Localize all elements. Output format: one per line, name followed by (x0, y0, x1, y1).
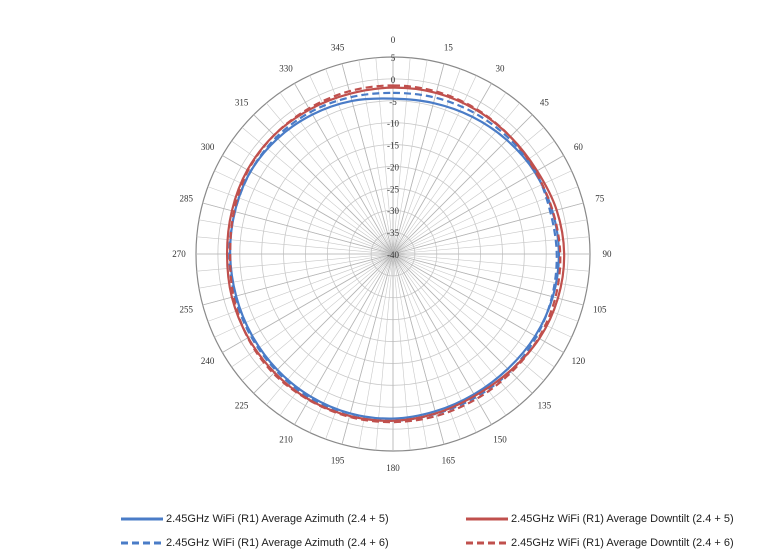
grid-spoke (392, 57, 411, 255)
legend-item-downtilt-2-4-6: 2.45GHz WiFi (R1) Average Downtilt (2.4 … (466, 537, 734, 549)
angle-tick-label: 240 (201, 356, 215, 366)
radial-tick-label: -35 (387, 228, 399, 238)
angle-tick-label: 315 (235, 98, 249, 108)
angle-tick-label: 225 (235, 400, 249, 410)
angle-tick-label: 0 (391, 35, 396, 45)
legend-swatch-downtilt-2-4-5 (466, 517, 508, 521)
angle-tick-label: 285 (180, 194, 194, 204)
angle-tick-label: 300 (201, 142, 215, 152)
radial-tick-label: -5 (389, 97, 397, 107)
radial-tick-label: 5 (391, 53, 396, 63)
grid-spoke (392, 75, 477, 255)
series-line-1 (228, 91, 558, 422)
grid-spoke (392, 236, 590, 255)
grid-spoke (392, 253, 588, 289)
grid-spoke (375, 57, 394, 255)
legend-label-azimuth-2-4-6: 2.45GHz WiFi (R1) Average Azimuth (2.4 +… (166, 537, 389, 549)
grid-spoke (358, 59, 394, 255)
angle-tick-label: 15 (444, 42, 454, 52)
grid-spoke (392, 59, 428, 255)
angle-tick-label: 165 (442, 456, 456, 466)
grid-spoke-major (392, 253, 533, 394)
legend-item-azimuth-2-4-6: 2.45GHz WiFi (R1) Average Azimuth (2.4 +… (121, 537, 389, 549)
radial-tick-label: -20 (387, 162, 399, 172)
grid-spoke-major (392, 202, 584, 255)
radial-tick-label: -10 (387, 119, 399, 129)
angle-tick-label: 255 (180, 304, 194, 314)
angle-tick-label: 60 (574, 142, 584, 152)
angle-tick-label: 180 (386, 463, 400, 473)
grid-spoke-major (392, 63, 445, 255)
grid-spoke (392, 253, 545, 381)
legend-label-downtilt-2-4-5: 2.45GHz WiFi (R1) Average Downtilt (2.4 … (511, 513, 734, 525)
angle-tick-label: 330 (279, 64, 293, 74)
series-line-3 (229, 84, 562, 424)
grid-spoke (279, 92, 394, 255)
legend-item-azimuth-2-4-5: 2.45GHz WiFi (R1) Average Azimuth (2.4 +… (121, 513, 389, 525)
grid-spoke-major (222, 253, 394, 353)
angle-tick-label: 90 (603, 249, 613, 259)
angle-tick-label: 270 (172, 249, 186, 259)
legend: 2.45GHz WiFi (R1) Average Azimuth (2.4 +… (0, 510, 783, 557)
legend-item-downtilt-2-4-5: 2.45GHz WiFi (R1) Average Downtilt (2.4 … (466, 513, 734, 525)
angle-tick-label: 30 (496, 64, 506, 74)
radial-tick-label: -40 (387, 250, 399, 260)
polar-plot: 0 15 30 45 60 75 90 105 120 135 150 165 180 195 210 225… (172, 35, 613, 473)
legend-swatch-azimuth-2-4-5 (121, 517, 163, 521)
radial-tick-label: -15 (387, 141, 399, 151)
angle-tick-label: 120 (572, 356, 586, 366)
angle-tick-label: 105 (593, 304, 607, 314)
angle-tick-label: 135 (538, 400, 552, 410)
angle-tick-label: 345 (331, 42, 345, 52)
radial-tick-label: -30 (387, 206, 399, 216)
legend-label-azimuth-2-4-5: 2.45GHz WiFi (R1) Average Azimuth (2.4 +… (166, 513, 389, 525)
grid-spoke (392, 127, 545, 255)
angle-tick-label: 195 (331, 456, 345, 466)
radial-tick-label: -25 (387, 184, 399, 194)
radial-tick-label: 0 (391, 75, 396, 85)
angle-tick-label: 150 (493, 434, 507, 444)
legend-swatch-azimuth-2-4-6 (121, 541, 163, 545)
grid-spoke-major (341, 63, 394, 255)
grid-spoke (392, 68, 461, 255)
grid-spoke (325, 68, 394, 255)
grid-spoke (214, 253, 394, 338)
legend-label-downtilt-2-4-6: 2.45GHz WiFi (R1) Average Downtilt (2.4 … (511, 537, 734, 549)
angle-tick-label: 45 (540, 98, 550, 108)
grid-spoke-major (392, 83, 492, 255)
grid-spoke (392, 219, 588, 255)
legend-swatch-downtilt-2-4-6 (466, 541, 508, 545)
angle-tick-label: 210 (279, 434, 293, 444)
angle-tick-label: 75 (595, 194, 605, 204)
